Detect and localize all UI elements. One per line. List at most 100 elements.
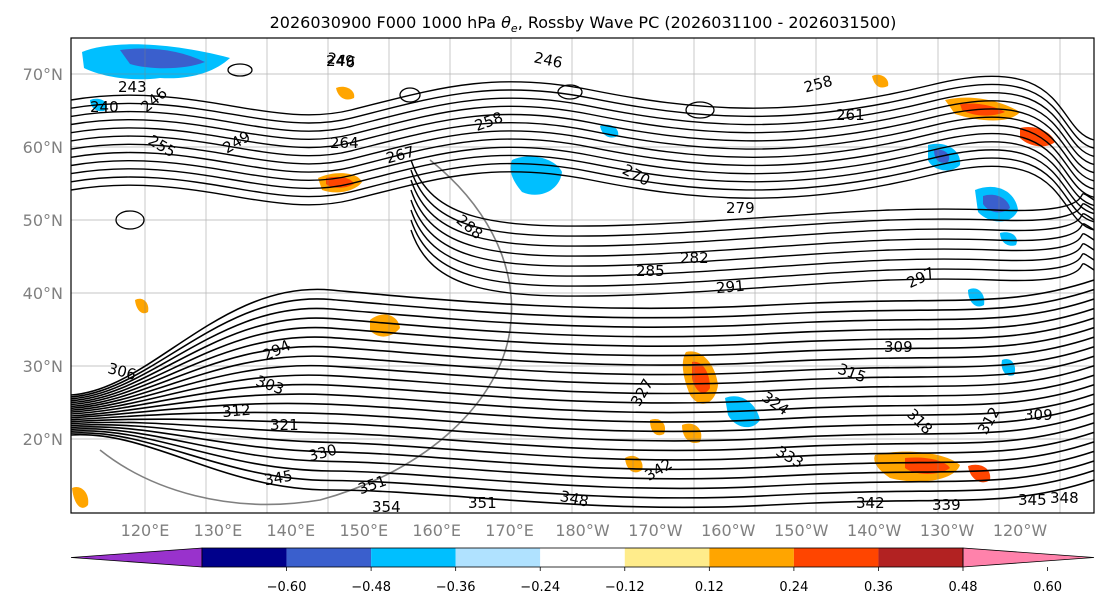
contour-line bbox=[70, 157, 1095, 223]
colorbar-tick-label: −0.60 bbox=[267, 580, 307, 595]
shade-pos bbox=[692, 361, 710, 393]
lon-label: 130°W bbox=[920, 521, 975, 540]
colorbar-extend-high bbox=[962, 547, 1095, 568]
colorbar-tick-label: −0.36 bbox=[436, 580, 476, 595]
contour-line bbox=[70, 393, 1095, 423]
contour-label: 309 bbox=[1024, 406, 1053, 424]
contour-line bbox=[70, 412, 1095, 442]
colorbar-tick-label: −0.12 bbox=[605, 580, 645, 595]
contour-label: 243 bbox=[118, 78, 147, 96]
contour-line bbox=[410, 209, 1095, 277]
contour-line bbox=[70, 431, 1095, 499]
colorbar-tick-label: −0.24 bbox=[520, 580, 560, 595]
colorbar-bin bbox=[286, 548, 372, 567]
contour-label: 345 bbox=[1018, 491, 1047, 509]
contour-label: 246 bbox=[326, 49, 357, 72]
contour-line bbox=[70, 288, 1095, 398]
contour-line bbox=[70, 336, 1095, 408]
lon-label: 170°E bbox=[485, 521, 534, 540]
lon-label: 170°W bbox=[628, 521, 683, 540]
contour-line bbox=[70, 99, 1095, 166]
lat-label: 20°N bbox=[23, 430, 63, 449]
lon-label: 160°E bbox=[412, 521, 461, 540]
lon-label: 130°E bbox=[194, 521, 243, 540]
contour-line bbox=[70, 403, 1095, 433]
contour-line bbox=[70, 124, 1095, 190]
contour-line bbox=[70, 307, 1095, 402]
map-panel: 246 246 249 243 246 240 255 249 258 264 … bbox=[70, 37, 1095, 516]
contour-loop bbox=[227, 63, 253, 77]
contour-label: 342 bbox=[856, 494, 885, 512]
contour-label: 249 bbox=[326, 52, 355, 70]
colorbar-bin bbox=[709, 548, 794, 567]
contour-line bbox=[70, 423, 1095, 461]
contour-line bbox=[410, 179, 1095, 247]
shade-neg bbox=[1000, 232, 1017, 246]
contour-label: 348 bbox=[558, 487, 590, 511]
contour-line bbox=[70, 83, 1095, 149]
contour-line bbox=[70, 421, 1095, 452]
shade-neg bbox=[600, 124, 619, 138]
contour-label: 264 bbox=[330, 134, 359, 152]
colorbar-tick-label: 0.36 bbox=[864, 580, 893, 595]
lon-label: 140°W bbox=[847, 521, 902, 540]
longitude-labels: 120°E 130°E 140°E 150°E 160°E 170°E 180°… bbox=[121, 521, 1048, 540]
lon-label: 120°W bbox=[993, 521, 1048, 540]
shade-pos bbox=[336, 86, 355, 100]
colorbar-bin bbox=[878, 548, 963, 567]
latitude-labels: 70°N 60°N 50°N 40°N 30°N 20°N bbox=[23, 65, 63, 449]
colorbar-tick-label: 0.60 bbox=[1033, 580, 1062, 595]
contour-label: 339 bbox=[932, 496, 961, 514]
contour-line bbox=[410, 199, 1095, 267]
colorbar-bin bbox=[540, 548, 625, 567]
colorbar: −0.60 −0.48 −0.36 −0.24 −0.12 0.12 0.24 0.36 0.4… bbox=[70, 547, 1095, 595]
lat-label: 40°N bbox=[23, 284, 63, 303]
contour-line bbox=[70, 364, 1095, 413]
contour-label: 282 bbox=[680, 249, 709, 267]
contour-line bbox=[70, 108, 1095, 174]
contour-loop bbox=[557, 84, 583, 100]
lat-label: 60°N bbox=[23, 138, 63, 157]
contour-label: 345 bbox=[263, 467, 294, 490]
contour-line bbox=[70, 132, 1095, 198]
contour-line bbox=[410, 219, 1095, 287]
contour-line bbox=[70, 433, 1095, 509]
contour-line bbox=[70, 91, 1095, 158]
colorbar-tick-label: 0.12 bbox=[695, 580, 724, 595]
contour-line bbox=[70, 426, 1095, 471]
contour-label: 261 bbox=[836, 106, 865, 124]
contour-line bbox=[410, 169, 1095, 237]
lon-label: 180°W bbox=[555, 521, 610, 540]
contour-label: 246 bbox=[532, 48, 564, 72]
shade-pos bbox=[872, 74, 889, 88]
contour-line bbox=[70, 326, 1095, 406]
colorbar-frame bbox=[201, 547, 964, 568]
region-outline bbox=[99, 159, 513, 506]
contour-line bbox=[410, 189, 1095, 257]
contour-line bbox=[70, 430, 1095, 490]
negative-shading bbox=[82, 44, 1018, 428]
contour-label: 321 bbox=[270, 416, 299, 434]
lon-label: 120°E bbox=[121, 521, 170, 540]
contour-line bbox=[70, 355, 1095, 411]
theta-e-contours bbox=[70, 63, 1095, 509]
colorbar-bin bbox=[455, 548, 541, 567]
contour-line bbox=[70, 428, 1095, 480]
contour-line bbox=[70, 374, 1095, 415]
contour-label: 279 bbox=[726, 199, 755, 217]
contour-label: 309 bbox=[884, 338, 913, 356]
lon-label: 150°W bbox=[774, 521, 829, 540]
contour-label: 354 bbox=[372, 498, 401, 516]
contour-label: 285 bbox=[636, 262, 665, 280]
lon-label: 150°E bbox=[339, 521, 388, 540]
contour-label: 291 bbox=[715, 277, 745, 297]
contour-loop bbox=[115, 210, 145, 230]
colorbar-bin bbox=[202, 548, 287, 567]
shade-neg bbox=[983, 194, 1010, 213]
contour-line bbox=[70, 384, 1095, 417]
contour-line bbox=[70, 75, 1095, 141]
contour-line bbox=[410, 229, 1095, 297]
shade-pos bbox=[72, 486, 89, 508]
shade-pos bbox=[682, 423, 702, 444]
